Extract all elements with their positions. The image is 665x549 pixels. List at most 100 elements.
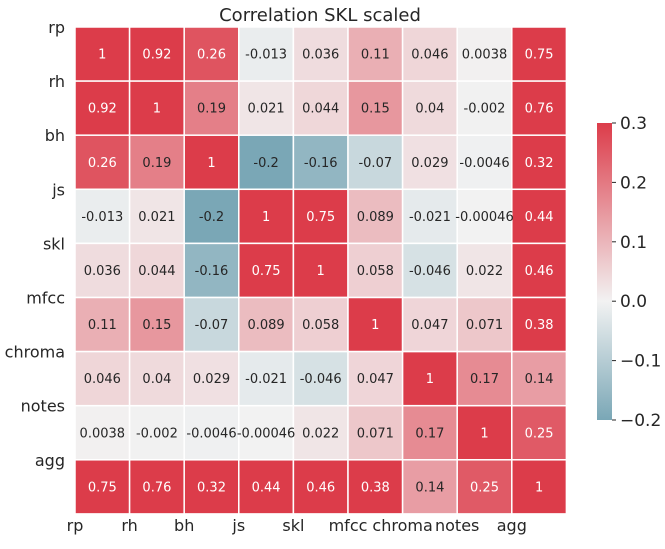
heatmap-cell-rh-notes [456, 80, 513, 136]
cell-value-label: 0.19 [197, 102, 226, 117]
heatmap-cell-skl-agg [511, 242, 568, 299]
heatmap-cell-chroma-rp [74, 350, 131, 407]
cell-value-label: -0.00046 [455, 210, 513, 225]
chart-title: Correlation SKL scaled [219, 5, 421, 26]
cell-value-label: 0.047 [411, 318, 448, 333]
colorbar-tick-label: −0.2 [620, 411, 661, 431]
row-tick-label: notes [21, 397, 65, 416]
row-tick-label: bh [45, 126, 65, 145]
heatmap-cell-agg-skl [292, 459, 349, 515]
heatmap-cell-labels: 1 0.92 0.26 -0.013 0.036 0.11 0.046 0.0038 0.75 0… [80, 48, 554, 496]
cell-value-label: -0.00046 [237, 426, 295, 441]
cell-value-label: 0.046 [411, 48, 448, 63]
heatmap-cell-mfcc-js [238, 296, 295, 353]
cell-value-label: 0.32 [525, 156, 554, 171]
row-tick-labels: rp rh bh js skl mfcc chroma notes agg [5, 18, 65, 470]
cell-value-label: 0.089 [357, 210, 394, 225]
colorbar-tick-label: 0.1 [620, 233, 647, 253]
cell-value-label: 0.38 [525, 318, 554, 333]
row-tick-label: mfcc [26, 289, 65, 308]
heatmap-cell-skl-rp [74, 242, 131, 299]
row-tick-label: rp [48, 18, 65, 37]
heatmap-cell-agg-chroma [401, 459, 458, 515]
cell-value-label: 0.029 [411, 156, 448, 171]
cell-value-label: 0.75 [306, 210, 335, 225]
heatmap-cell-mfcc-agg [511, 296, 568, 353]
column-tick-label: notes [435, 516, 479, 535]
cell-value-label: 0.0038 [462, 48, 508, 63]
cell-value-label: -0.16 [195, 264, 229, 279]
heatmap-cell-chroma-rh [128, 350, 185, 407]
cell-value-label: 1 [317, 264, 325, 279]
cell-value-label: 0.0038 [80, 426, 126, 441]
heatmap-cell-agg-js [238, 459, 295, 515]
colorbar: 0.3 0.2 0.1 0.0 −0.1 −0.2 [597, 114, 661, 431]
cell-value-label: -0.2 [253, 156, 278, 171]
heatmap-cell-mfcc-notes [456, 296, 513, 353]
cell-value-label: 0.75 [252, 264, 281, 279]
cell-value-label: 0.15 [142, 318, 171, 333]
row-tick-label: rh [49, 72, 65, 91]
cell-value-label: 0.75 [525, 48, 554, 63]
cell-value-label: 0.036 [84, 264, 121, 279]
heatmap-cell-agg-mfcc [347, 459, 404, 515]
cell-value-label: 0.46 [306, 480, 335, 495]
cell-value-label: -0.013 [81, 210, 123, 225]
heatmap-cell-js-rh [128, 188, 185, 245]
column-tick-label: chroma [372, 516, 432, 535]
column-tick-label: bh [174, 516, 194, 535]
cell-value-label: 0.021 [138, 210, 175, 225]
heatmap-cell-notes-bh [183, 404, 240, 461]
colorbar-tick-label: 0.3 [620, 114, 647, 134]
cell-value-label: 0.11 [361, 48, 390, 63]
cell-value-label: -0.002 [136, 426, 178, 441]
heatmap-cell-notes-mfcc [347, 404, 404, 461]
cell-value-label: 0.26 [88, 156, 117, 171]
cell-value-label: 0.14 [525, 372, 554, 387]
cell-value-label: 0.022 [466, 264, 503, 279]
heatmap-cell-rh-agg [511, 80, 568, 136]
cell-value-label: 0.15 [361, 102, 390, 117]
heatmap-cell-rh-skl [292, 80, 349, 136]
cell-value-label: -0.07 [195, 318, 229, 333]
heatmap-cell-notes-agg [511, 404, 568, 461]
cell-value-label: 0.92 [88, 102, 117, 117]
heatmap-cell-bh-rp [74, 134, 131, 191]
cell-value-label: 0.089 [247, 318, 284, 333]
cell-value-label: 0.11 [88, 318, 117, 333]
heatmap-cell-bh-skl [292, 134, 349, 191]
cell-value-label: -0.002 [464, 102, 506, 117]
cell-value-label: 0.047 [357, 372, 394, 387]
cell-value-label: 0.04 [142, 372, 171, 387]
cell-value-label: 0.022 [302, 426, 339, 441]
heatmap-cell-rp-rh [128, 26, 185, 82]
cell-value-label: 0.75 [88, 480, 117, 495]
cell-value-label: -0.046 [409, 264, 451, 279]
cell-value-label: 0.44 [525, 210, 554, 225]
heatmap-cell-rh-chroma [401, 80, 458, 136]
cell-value-label: 1 [207, 156, 215, 171]
heatmap-cell-bh-js [238, 134, 295, 191]
heatmap-cell-agg-agg [511, 459, 568, 515]
cell-value-label: 0.071 [357, 426, 394, 441]
cell-value-label: 0.058 [302, 318, 339, 333]
heatmap-cell-mfcc-rp [74, 296, 131, 353]
heatmap-cell-notes-skl [292, 404, 349, 461]
cell-value-label: 0.38 [361, 480, 390, 495]
cell-value-label: 0.071 [466, 318, 503, 333]
heatmap-cell-rp-mfcc [347, 26, 404, 82]
cell-value-label: 0.76 [525, 102, 554, 117]
cell-value-label: 0.76 [142, 480, 171, 495]
colorbar-tick-label: −0.1 [620, 352, 661, 372]
cell-value-label: 0.26 [197, 48, 226, 63]
cell-value-label: 0.46 [525, 264, 554, 279]
row-tick-label: chroma [5, 343, 65, 362]
heatmap-cell-agg-rh [128, 459, 185, 515]
column-tick-label: rp [67, 516, 84, 535]
cell-value-label: 1 [535, 480, 543, 495]
cell-value-label: -0.046 [300, 372, 342, 387]
cell-value-label: 1 [98, 48, 106, 63]
cell-value-label: 1 [371, 318, 379, 333]
cell-value-label: 0.44 [252, 480, 281, 495]
